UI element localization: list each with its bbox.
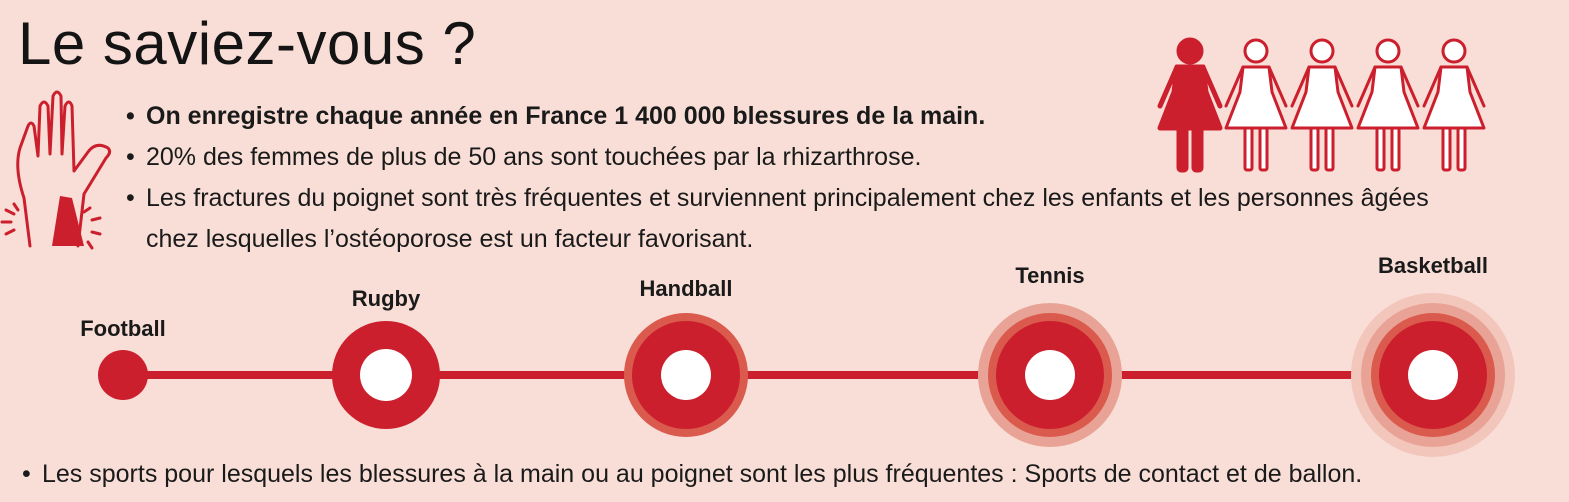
sport-label-football: Football xyxy=(80,316,166,341)
sport-label-tennis: Tennis xyxy=(1015,263,1085,288)
fact-wrist-fractures: Les fractures du poignet sont très fréqu… xyxy=(126,178,1456,260)
sport-label-rugby: Rugby xyxy=(351,286,421,311)
woman-outline-icon xyxy=(1422,38,1486,172)
woman-outline-icon xyxy=(1356,38,1420,172)
sport-marker-football xyxy=(98,350,148,400)
woman-highlighted-icon xyxy=(1160,40,1220,170)
fact-hand-injuries: On enregistre chaque année en France 1 4… xyxy=(126,96,1456,137)
sport-marker-handball xyxy=(624,313,748,437)
sport-marker-rugby xyxy=(332,321,440,429)
facts-list: On enregistre chaque année en France 1 4… xyxy=(126,96,1456,260)
fact-rhizarthrose: 20% des femmes de plus de 50 ans sont to… xyxy=(126,137,1456,178)
hand-injury-icon xyxy=(0,90,112,250)
sport-label-handball: Handball xyxy=(639,276,733,301)
women-group-icon xyxy=(1152,36,1486,176)
bottom-note: Les sports pour lesquels les blessures à… xyxy=(22,455,1362,493)
sport-marker-tennis xyxy=(978,303,1122,447)
page-title: Le saviez-vous ? xyxy=(18,10,477,77)
sports-timeline xyxy=(98,293,1515,457)
woman-outline-icon xyxy=(1290,38,1354,172)
sport-label-basketball: Basketball xyxy=(1377,253,1489,278)
woman-outline-icon xyxy=(1224,38,1288,172)
sport-marker-basketball xyxy=(1351,293,1515,457)
